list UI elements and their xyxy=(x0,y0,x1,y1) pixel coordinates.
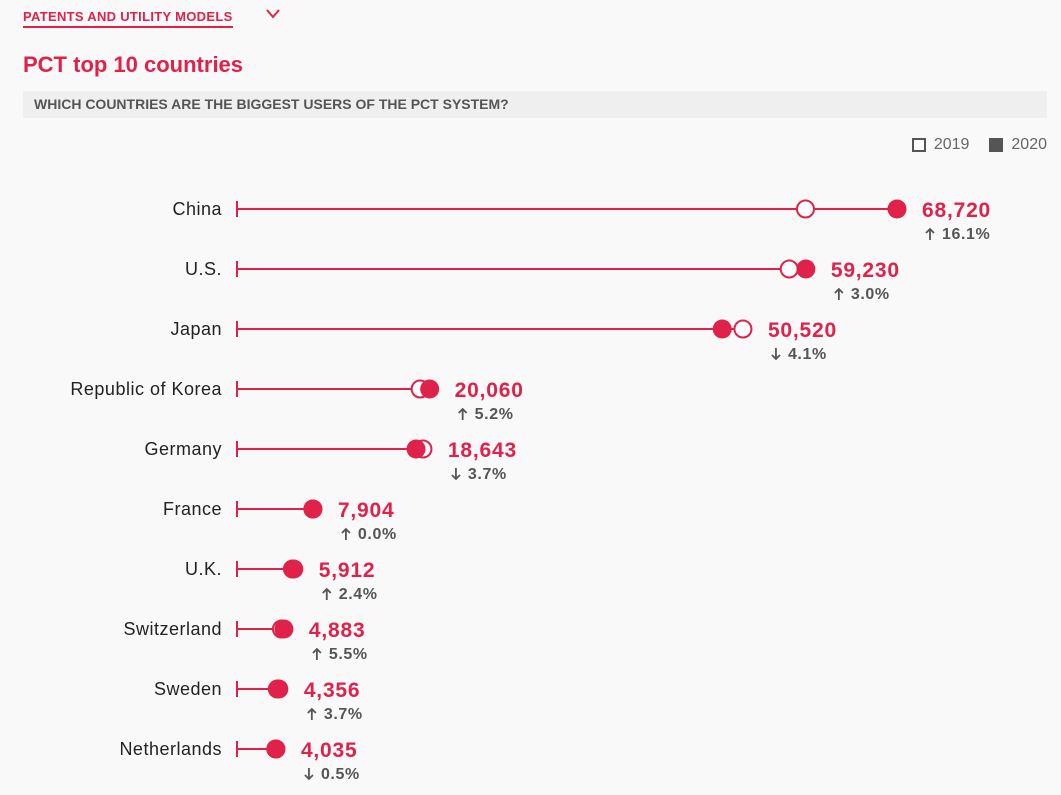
change-label: 3.0% xyxy=(851,286,890,303)
category-label: Germany xyxy=(144,439,222,459)
value-label: 68,720 xyxy=(922,199,991,222)
change-label: 4.1% xyxy=(788,346,827,363)
section-dropdown[interactable]: PATENTS AND UTILITY MODELS xyxy=(23,9,233,28)
arrow-up-icon xyxy=(307,707,317,720)
arrow-up-icon xyxy=(312,647,322,660)
arrow-down-icon xyxy=(451,468,461,481)
change-label: 16.1% xyxy=(942,226,990,243)
change-label: 0.5% xyxy=(321,766,360,783)
arrow-up-icon xyxy=(834,287,844,300)
value-label: 7,904 xyxy=(338,499,395,522)
value-label: 4,883 xyxy=(309,619,366,642)
legend-swatch-2020 xyxy=(989,138,1004,152)
point-2020 xyxy=(796,259,816,279)
category-label: Republic of Korea xyxy=(70,379,222,399)
arrow-down-icon xyxy=(771,348,781,361)
point-2019 xyxy=(795,199,815,219)
chart-subtitle: WHICH COUNTRIES ARE THE BIGGEST USERS OF… xyxy=(23,91,1047,118)
arrow-up-icon xyxy=(341,527,351,540)
value-label: 4,035 xyxy=(301,739,358,762)
value-label: 4,356 xyxy=(304,679,361,702)
point-2020 xyxy=(266,739,286,759)
legend: 2019 2020 xyxy=(911,136,1047,154)
arrow-down-icon xyxy=(304,768,314,781)
category-label: Switzerland xyxy=(123,619,222,639)
point-2019 xyxy=(733,319,753,339)
change-label: 3.7% xyxy=(324,706,363,723)
value-label: 50,520 xyxy=(768,319,837,342)
change-label: 3.7% xyxy=(468,466,507,483)
section-label: PATENTS AND UTILITY MODELS xyxy=(23,9,233,24)
value-label: 59,230 xyxy=(831,259,900,282)
change-label: 5.2% xyxy=(475,406,514,423)
legend-label-2019: 2019 xyxy=(933,136,970,153)
category-label: Netherlands xyxy=(119,739,222,759)
change-label: 0.0% xyxy=(358,526,397,543)
value-label: 5,912 xyxy=(319,559,376,582)
point-2020 xyxy=(274,619,294,639)
category-label: China xyxy=(172,199,222,219)
page-title: PCT top 10 countries xyxy=(23,52,244,77)
category-label: Sweden xyxy=(154,679,222,699)
point-2020 xyxy=(406,439,426,459)
point-2020 xyxy=(887,199,907,219)
arrow-up-icon xyxy=(458,407,468,420)
point-2020 xyxy=(269,679,289,699)
legend-swatch-2019 xyxy=(911,138,926,152)
point-2019 xyxy=(779,259,799,279)
point-2020 xyxy=(712,319,732,339)
point-2020 xyxy=(303,499,323,519)
category-label: France xyxy=(163,499,222,519)
category-label: U.K. xyxy=(185,559,222,579)
arrow-up-icon xyxy=(925,227,935,240)
legend-label-2020: 2020 xyxy=(1011,136,1047,153)
category-label: Japan xyxy=(170,319,222,339)
value-label: 20,060 xyxy=(455,379,524,402)
value-label: 18,643 xyxy=(448,439,517,462)
arrow-up-icon xyxy=(322,587,332,600)
change-label: 2.4% xyxy=(339,586,378,603)
change-label: 5.5% xyxy=(329,646,368,663)
point-2020 xyxy=(284,559,304,579)
chevron-down-icon[interactable] xyxy=(266,8,280,20)
category-label: U.S. xyxy=(185,259,222,279)
point-2020 xyxy=(420,379,440,399)
